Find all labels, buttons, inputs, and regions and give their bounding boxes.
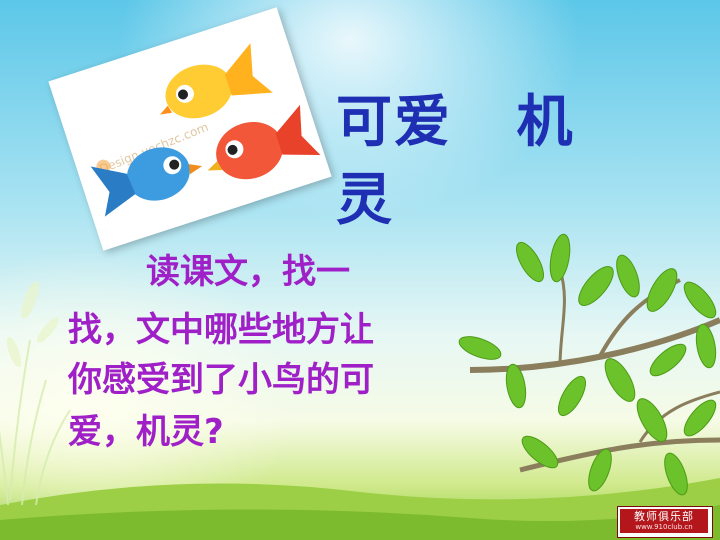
grass-foreground	[0, 505, 720, 540]
slide-title-line-1: 可爱 机	[336, 90, 575, 155]
tree-leaves	[458, 233, 717, 496]
club-badge-name: 教师俱乐部	[634, 510, 694, 523]
club-badge-panel: 教师俱乐部 www.910club.cn	[620, 509, 708, 533]
slide-title-line-2: 灵	[336, 168, 394, 233]
question-line-4: 爱，机灵?	[68, 412, 224, 452]
red-bird-icon	[207, 104, 321, 180]
question-line-3: 你感受到了小鸟的可	[68, 360, 374, 400]
grass-blades	[0, 339, 71, 506]
grass-leaves	[6, 281, 59, 368]
club-badge-url: www.910club.cn	[635, 523, 693, 531]
birds-photo: Design yechzc.com	[48, 7, 332, 251]
question-line-2: 找，文中哪些地方让	[68, 310, 374, 350]
question-line-1: 读课文，找一	[146, 252, 350, 292]
blue-bird-icon	[90, 147, 203, 217]
yellow-bird-icon	[160, 43, 273, 119]
club-badge: 教师俱乐部 www.910club.cn	[617, 506, 713, 538]
